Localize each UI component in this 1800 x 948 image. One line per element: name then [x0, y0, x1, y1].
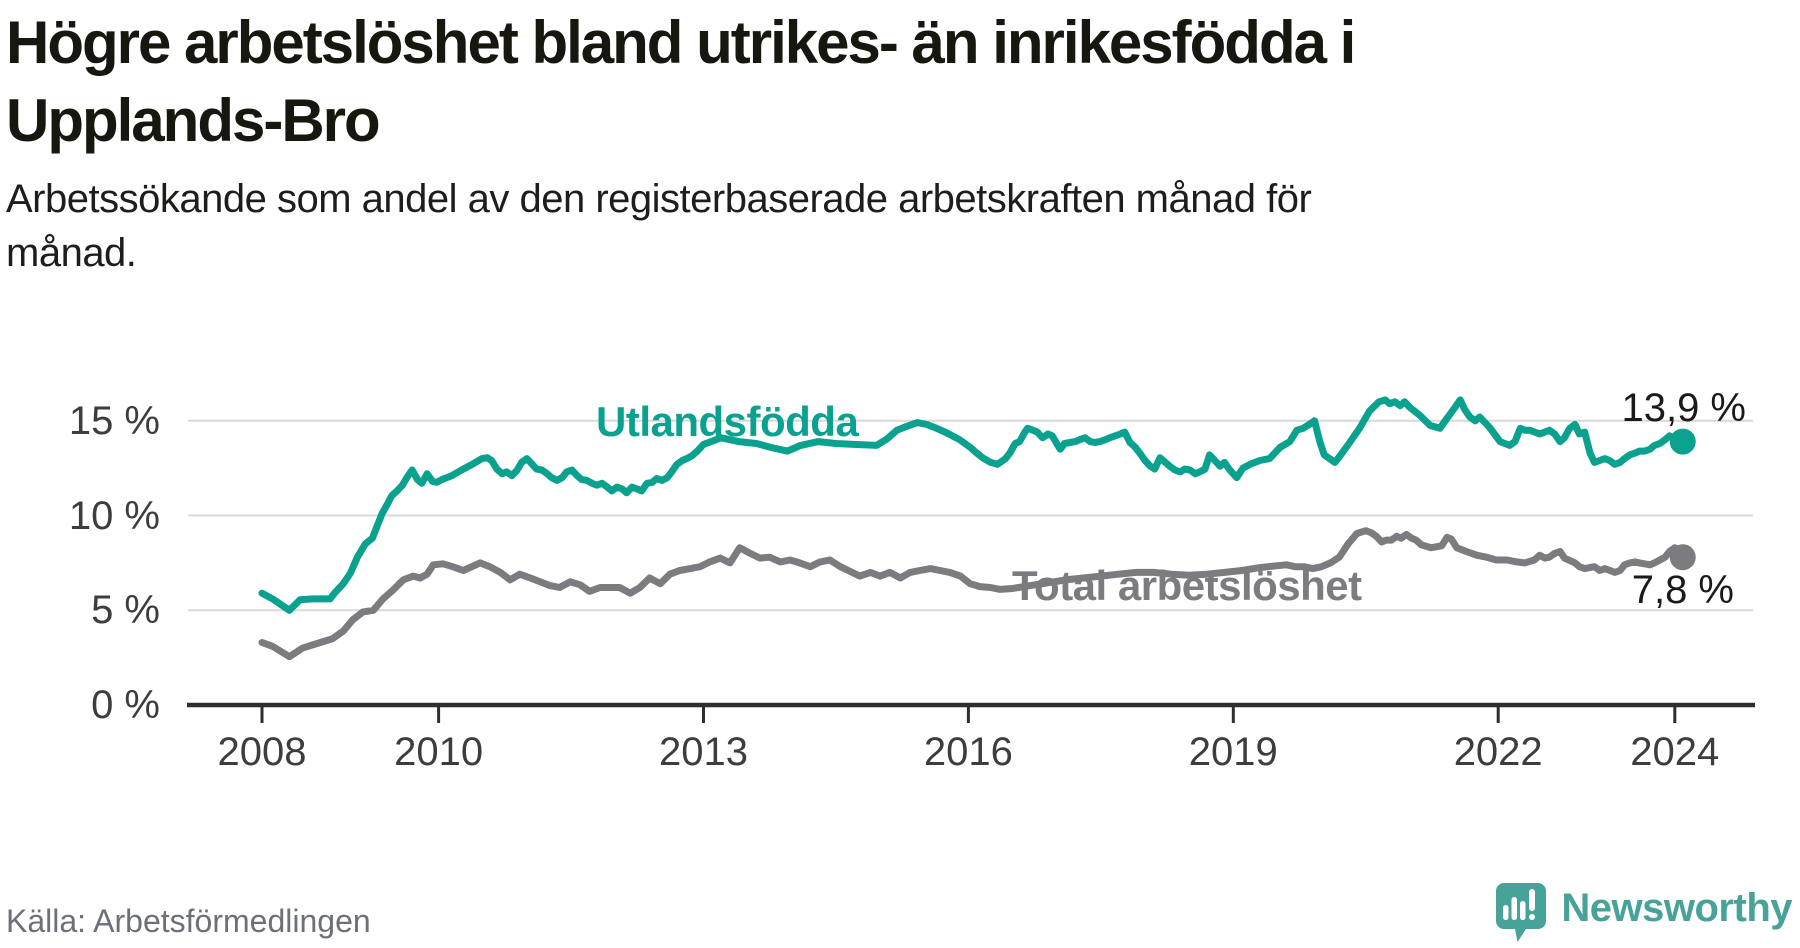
logo-bar-1: [1503, 905, 1509, 920]
x-tick-label-2013: 2013: [659, 730, 748, 774]
logo-bar-3: [1520, 901, 1526, 920]
newsworthy-logo: Newsworthy: [1495, 882, 1792, 944]
newsworthy-logo-text: Newsworthy: [1561, 886, 1792, 930]
x-tick-label-2024: 2024: [1630, 730, 1720, 774]
end-value-label-utlandsfodda: 13,9 %: [1621, 386, 1746, 430]
logo-exclamation-bar: [1529, 889, 1536, 911]
series-end-dot-utlandsfodda: [1669, 428, 1696, 455]
chart-subtitle: Arbetssökande som andel av den registerb…: [6, 172, 1526, 280]
newsworthy-logo-icon: [1496, 883, 1547, 942]
x-tick-label-2022: 2022: [1453, 730, 1543, 774]
y-tick-label-15: 15 %: [68, 398, 160, 443]
logo-exclamation-dot: [1529, 914, 1536, 920]
x-tick-label-2016: 2016: [923, 730, 1013, 774]
page-title-line2: Upplands-Bro: [6, 87, 381, 154]
series-line-utlandsfodda: [258, 396, 1687, 614]
series-end-dot-total-arbetsloshet: [1669, 544, 1696, 571]
x-tick-label-2019: 2019: [1188, 730, 1278, 774]
end-value-label-total: 7,8 %: [1631, 568, 1734, 612]
logo-bar-2: [1511, 897, 1518, 920]
page-title-line1: Högre arbetslöshet bland utrikes- än inr…: [6, 9, 1356, 76]
page-title: Högre arbetslöshet bland utrikes- än inr…: [6, 4, 1706, 160]
y-tick-label-0: 0 %: [91, 683, 160, 727]
source-note: Källa: Arbetsförmedlingen: [6, 903, 371, 939]
series-label-utlandsfodda: Utlandsfödda: [596, 398, 859, 445]
chart-subtitle-line2: månad.: [6, 231, 137, 275]
series-line-total-arbetsloshet: [258, 527, 1687, 661]
x-tick-label-2008: 2008: [217, 730, 307, 774]
y-tick-label-5: 5 %: [91, 588, 160, 633]
y-tick-label-10: 10 %: [68, 493, 160, 538]
x-tick-label-2010: 2010: [394, 730, 484, 774]
series-label-total-arbetsloshet: Total arbetslöshet: [1012, 562, 1362, 609]
chart-subtitle-line1: Arbetssökande som andel av den registerb…: [6, 177, 1312, 221]
